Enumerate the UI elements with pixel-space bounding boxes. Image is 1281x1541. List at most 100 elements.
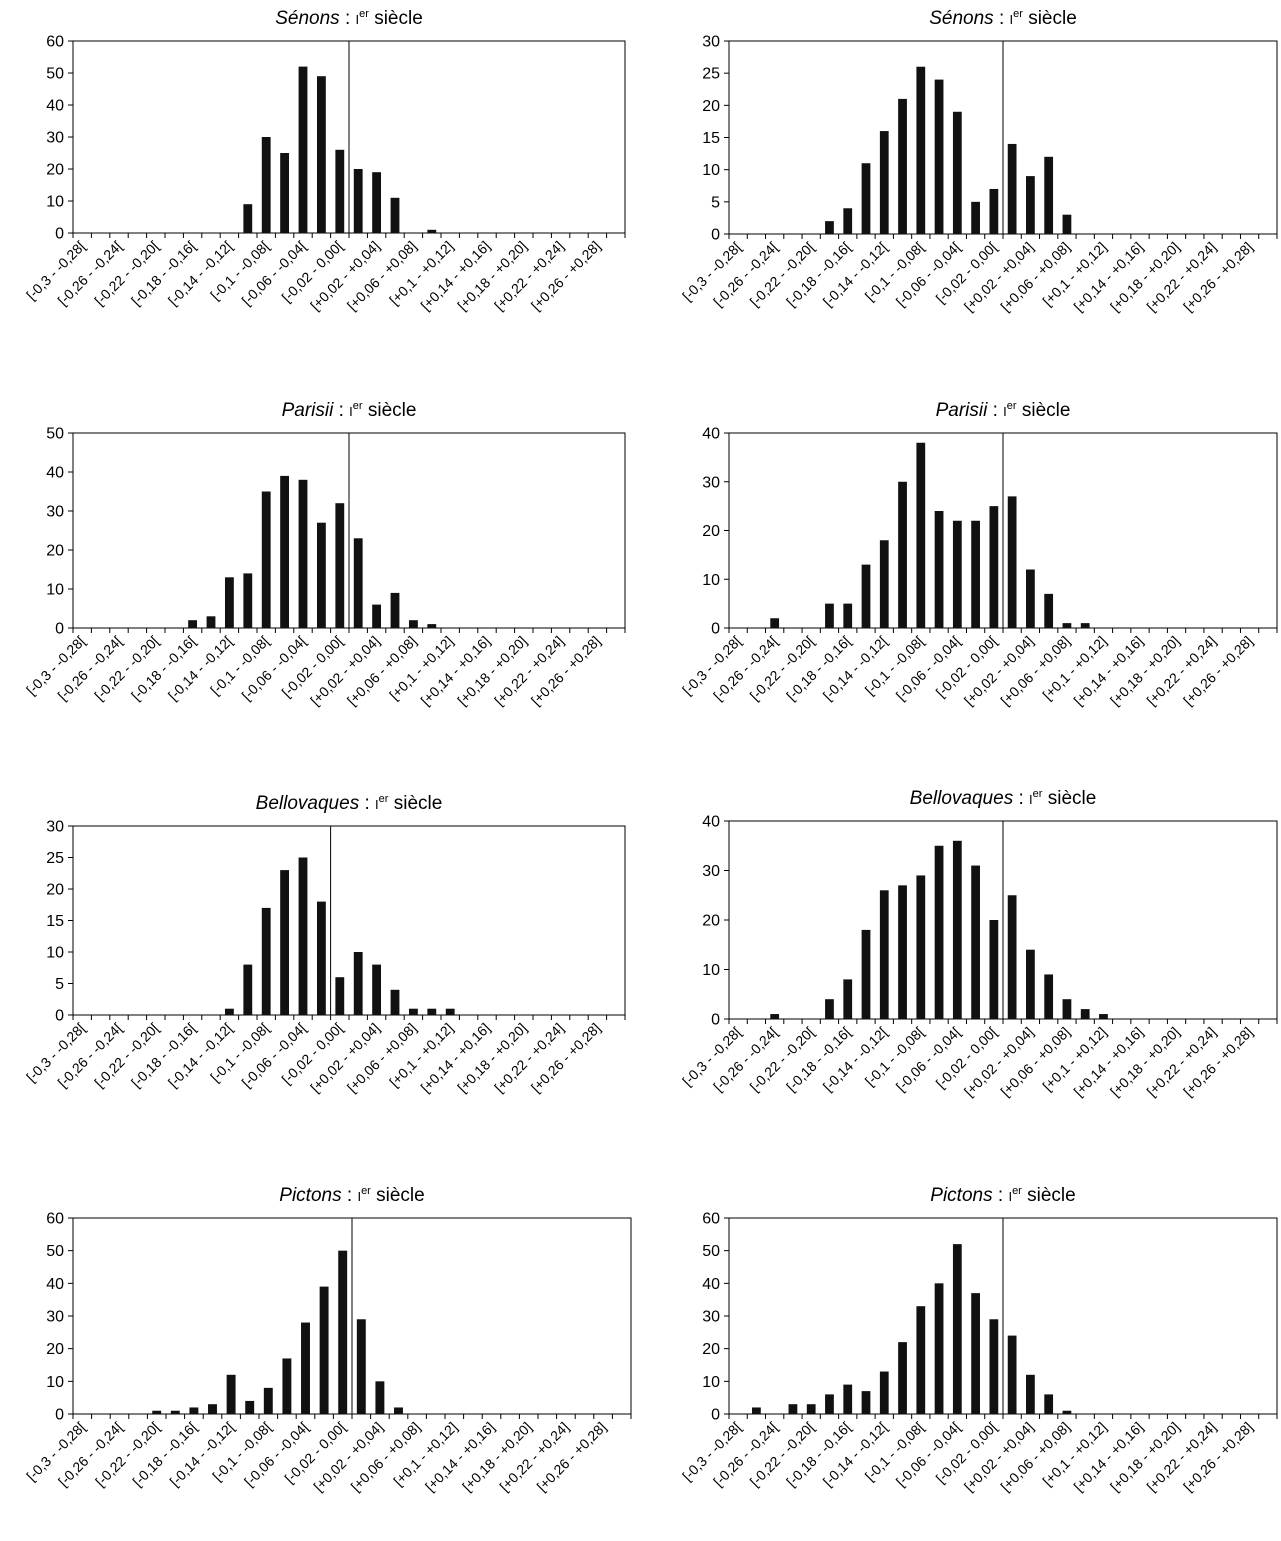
histogram-bar (298, 66, 308, 233)
y-tick-label: 60 (702, 1211, 720, 1228)
histogram-bar (298, 479, 308, 628)
y-tick-label: 40 (46, 1276, 64, 1293)
histogram-bar (1044, 156, 1054, 234)
histogram-bar (372, 964, 382, 1015)
y-tick-label: 30 (46, 130, 64, 147)
histogram-bar (353, 952, 363, 1015)
histogram-bar (243, 204, 253, 233)
histogram-bar (1044, 1394, 1054, 1414)
histogram-bar (934, 511, 944, 628)
y-tick-label: 60 (46, 1211, 64, 1228)
y-tick-label: 30 (702, 474, 720, 491)
histogram-bar (316, 522, 326, 628)
histogram-bar (989, 1319, 999, 1414)
chart-title: Sénons : Ier siècle (275, 8, 423, 29)
histogram-bar (1062, 214, 1072, 234)
histogram-bar (280, 475, 290, 628)
histogram-bar (206, 616, 216, 628)
histogram-bar (208, 1404, 217, 1414)
histogram-bar (843, 979, 853, 1019)
histogram-bar (898, 1342, 907, 1414)
y-tick-label: 5 (711, 194, 720, 211)
y-tick-label: 0 (55, 1008, 64, 1025)
y-tick-label: 40 (46, 465, 64, 482)
y-tick-label: 40 (46, 98, 64, 115)
histogram-bar (1007, 895, 1017, 1019)
chart-title: Pictons : Ier siècle (279, 1185, 424, 1206)
histogram-bar (843, 603, 853, 628)
histogram-bar (916, 1306, 926, 1414)
histogram-bar (1062, 999, 1072, 1019)
histogram-bar (861, 1391, 871, 1414)
histogram-bar (934, 79, 944, 234)
y-tick-label: 0 (55, 621, 64, 638)
y-tick-label: 15 (702, 130, 720, 147)
histogram-bar (1026, 949, 1035, 1019)
chart-title: Bellovaques : Ier siècle (910, 788, 1097, 809)
y-tick-label: 0 (55, 226, 64, 243)
histogram-bar (843, 208, 853, 234)
histogram-bar (301, 1322, 310, 1414)
y-tick-label: 20 (46, 162, 64, 179)
y-tick-label: 0 (711, 1407, 720, 1424)
histogram-bar (916, 442, 926, 628)
histogram-bar (861, 929, 871, 1019)
y-tick-label: 0 (55, 1407, 64, 1424)
y-tick-label: 15 (46, 913, 64, 930)
histogram-bar (879, 131, 889, 234)
histogram-bar (335, 503, 345, 628)
histogram-bar (243, 964, 253, 1015)
histogram-bar (825, 603, 834, 628)
histogram-bar (427, 624, 437, 628)
histogram-bar (952, 1244, 962, 1414)
histogram-bar (934, 845, 944, 1019)
histogram-bar (770, 1014, 780, 1019)
histogram-bar (770, 618, 780, 628)
histogram-bar (427, 1008, 437, 1015)
histogram-bar (226, 1374, 236, 1414)
y-tick-label: 20 (702, 1341, 720, 1358)
y-tick-label: 10 (702, 1374, 720, 1391)
histogram-bar (375, 1381, 385, 1414)
histogram-bar (319, 1286, 329, 1414)
histogram-bar (261, 137, 271, 233)
y-tick-label: 10 (702, 162, 720, 179)
chart-title: Bellovaques : Ier siècle (256, 793, 443, 814)
histogram-bar (408, 620, 418, 628)
histogram-chart-5: Bellovaques : Ier siècle051015202530[-0,… (23, 793, 626, 1096)
histogram-bar (825, 221, 834, 234)
histogram-bar (408, 1008, 418, 1015)
histogram-bar (261, 907, 271, 1015)
histogram-bar (843, 1384, 853, 1414)
y-tick-label: 50 (702, 1243, 720, 1260)
y-tick-label: 50 (46, 426, 64, 443)
histogram-bar (372, 604, 382, 628)
histogram-bar (971, 201, 980, 234)
histogram-bar (445, 1008, 455, 1015)
y-tick-label: 30 (46, 1309, 64, 1326)
histogram-bar (316, 76, 326, 233)
histogram-bar (243, 573, 253, 628)
y-tick-label: 50 (46, 1243, 64, 1260)
y-tick-label: 5 (55, 976, 64, 993)
histogram-bar (934, 1283, 944, 1414)
y-tick-label: 0 (711, 227, 720, 244)
histogram-bar (189, 1407, 199, 1414)
y-tick-label: 20 (46, 1341, 64, 1358)
y-tick-label: 10 (46, 1374, 64, 1391)
histogram-bar (298, 857, 308, 1015)
histogram-bar (879, 1371, 889, 1414)
histogram-bar (1080, 623, 1090, 628)
y-tick-label: 20 (46, 882, 64, 899)
histogram-bar (280, 870, 290, 1015)
histogram-bar (952, 520, 962, 628)
histogram-bar (971, 1293, 980, 1414)
chart-title: Parisii : Ier siècle (282, 400, 417, 421)
histogram-bar (353, 538, 363, 628)
y-tick-label: 40 (702, 1276, 720, 1293)
histogram-bar (861, 163, 871, 234)
